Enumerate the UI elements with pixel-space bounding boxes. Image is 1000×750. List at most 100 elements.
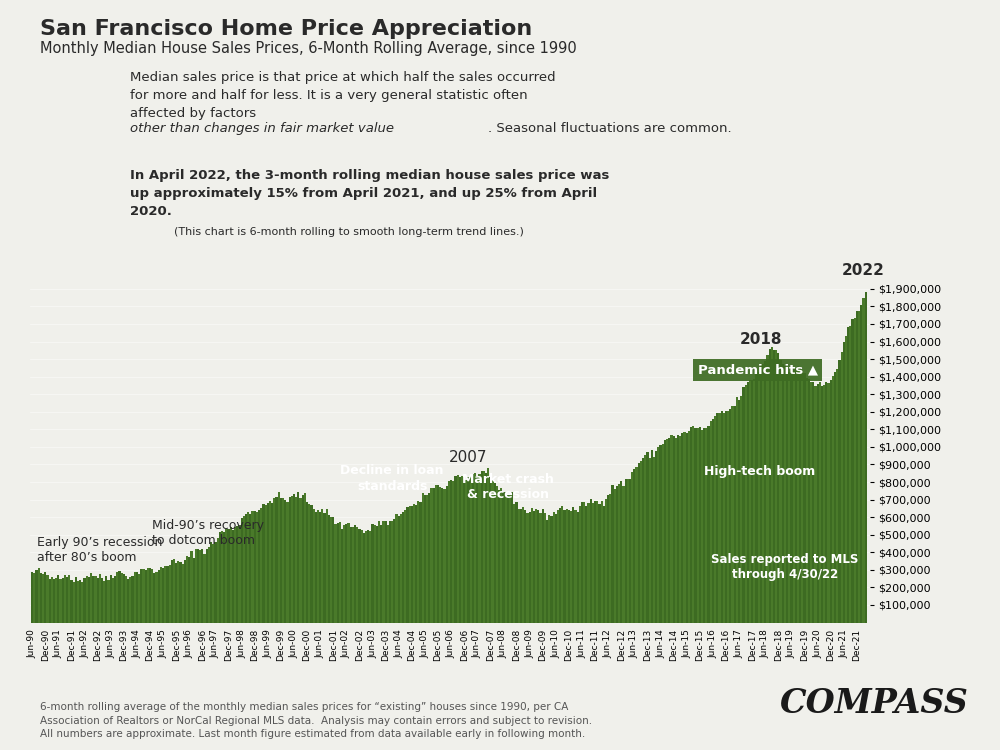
Text: Mid-90’s recovery
to dotcom boom: Mid-90’s recovery to dotcom boom — [152, 519, 264, 547]
Bar — [640, 460, 642, 622]
Bar — [271, 503, 273, 622]
Bar — [546, 520, 548, 622]
Bar — [670, 435, 673, 622]
Bar — [278, 492, 280, 622]
Bar — [352, 527, 354, 622]
Text: Decline in loan
standards: Decline in loan standards — [340, 464, 444, 493]
Bar — [755, 374, 758, 622]
Bar — [775, 350, 777, 622]
Text: 2018: 2018 — [740, 332, 782, 346]
Bar — [771, 347, 773, 622]
Bar — [365, 531, 367, 622]
Bar — [799, 368, 801, 622]
Bar — [118, 571, 121, 622]
Bar — [406, 508, 409, 622]
Bar — [502, 493, 505, 622]
Bar — [507, 494, 509, 622]
Bar — [827, 382, 830, 622]
Bar — [738, 400, 740, 622]
Bar — [627, 479, 629, 622]
Bar — [779, 360, 782, 622]
Bar — [629, 478, 631, 622]
Bar — [94, 576, 97, 622]
Bar — [142, 569, 145, 622]
Bar — [677, 435, 679, 622]
Bar — [583, 503, 585, 622]
Bar — [701, 430, 703, 622]
Bar — [131, 576, 134, 622]
Bar — [598, 504, 601, 622]
Bar — [273, 498, 275, 622]
Bar — [821, 386, 823, 622]
Bar — [339, 522, 341, 622]
Bar — [795, 368, 797, 622]
Bar — [129, 578, 131, 622]
Bar — [232, 530, 234, 622]
Bar — [112, 578, 114, 622]
Bar — [284, 500, 286, 622]
Bar — [642, 458, 644, 622]
Bar — [723, 413, 725, 622]
Bar — [332, 518, 334, 622]
Text: San Francisco Home Price Appreciation: San Francisco Home Price Appreciation — [40, 19, 532, 39]
Bar — [245, 514, 247, 622]
Bar — [310, 506, 313, 622]
Bar — [426, 495, 428, 622]
Bar — [478, 475, 481, 622]
Bar — [57, 575, 59, 622]
Bar — [681, 433, 683, 622]
Bar — [291, 496, 293, 622]
Bar — [149, 568, 151, 622]
Bar — [731, 406, 734, 622]
Bar — [764, 361, 766, 622]
Bar — [851, 320, 854, 622]
Bar — [657, 447, 659, 622]
Bar — [638, 463, 640, 622]
Bar — [579, 506, 581, 622]
Bar — [443, 489, 446, 622]
Bar — [31, 572, 33, 622]
Bar — [659, 445, 662, 622]
Bar — [158, 570, 160, 622]
Bar — [570, 512, 572, 622]
Bar — [147, 568, 149, 622]
Bar — [162, 568, 164, 622]
Bar — [533, 511, 535, 622]
Bar — [66, 577, 68, 622]
Bar — [212, 544, 214, 622]
Bar — [415, 506, 417, 622]
Bar — [354, 524, 356, 622]
Bar — [275, 497, 278, 622]
Bar — [769, 349, 771, 622]
Bar — [73, 582, 75, 622]
Bar — [860, 305, 862, 622]
Bar — [605, 499, 607, 622]
Bar — [518, 509, 520, 622]
Bar — [819, 382, 821, 622]
Bar — [49, 579, 51, 622]
Bar — [814, 386, 817, 622]
Bar — [566, 509, 568, 622]
Bar — [474, 472, 476, 622]
Bar — [742, 387, 745, 622]
Bar — [343, 525, 345, 622]
Text: In April 2022, the 3-month rolling median house sales price was
up approximately: In April 2022, the 3-month rolling media… — [130, 169, 609, 217]
Bar — [145, 570, 147, 622]
Bar — [862, 298, 865, 622]
Bar — [550, 516, 553, 622]
Bar — [97, 578, 99, 622]
Bar — [404, 510, 406, 622]
Bar — [496, 486, 498, 622]
Bar — [762, 364, 764, 622]
Bar — [509, 494, 511, 622]
Bar — [188, 556, 190, 622]
Bar — [633, 470, 635, 622]
Bar — [524, 510, 526, 622]
Bar — [356, 526, 358, 622]
Bar — [33, 572, 35, 622]
Bar — [90, 574, 92, 622]
Bar — [319, 512, 321, 622]
Bar — [611, 485, 614, 622]
Bar — [334, 524, 337, 622]
Bar — [491, 479, 494, 622]
